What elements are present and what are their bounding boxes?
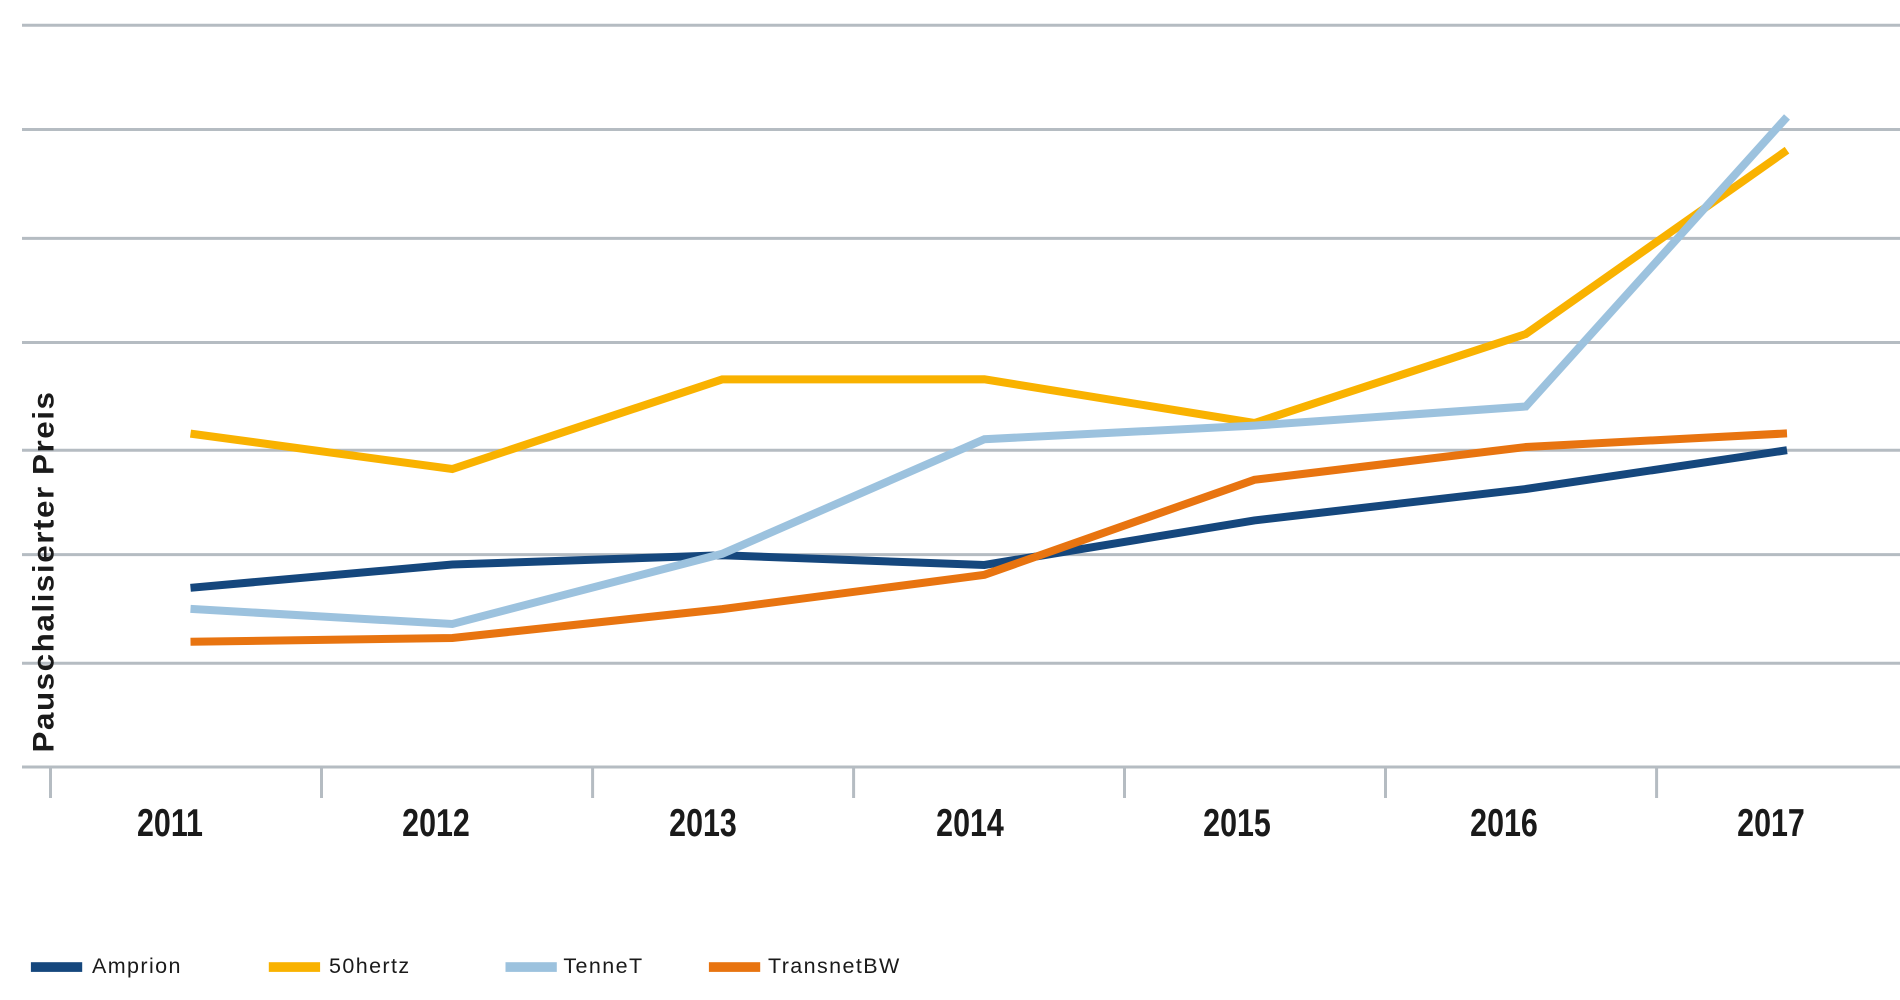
- svg-text:Amprion: Amprion: [92, 954, 182, 978]
- svg-text:TransnetBW: TransnetBW: [768, 954, 901, 978]
- svg-text:2016: 2016: [1470, 801, 1538, 844]
- svg-text:Pauschalisierter Preis: Pauschalisierter Preis: [26, 390, 60, 752]
- svg-text:TenneT: TenneT: [563, 954, 643, 978]
- svg-text:50hertz: 50hertz: [329, 954, 411, 978]
- svg-text:2011: 2011: [137, 801, 203, 844]
- svg-text:2017: 2017: [1737, 801, 1805, 844]
- svg-text:2014: 2014: [936, 801, 1004, 844]
- svg-text:2012: 2012: [402, 801, 470, 844]
- svg-text:2015: 2015: [1203, 801, 1271, 844]
- svg-text:2013: 2013: [669, 801, 737, 844]
